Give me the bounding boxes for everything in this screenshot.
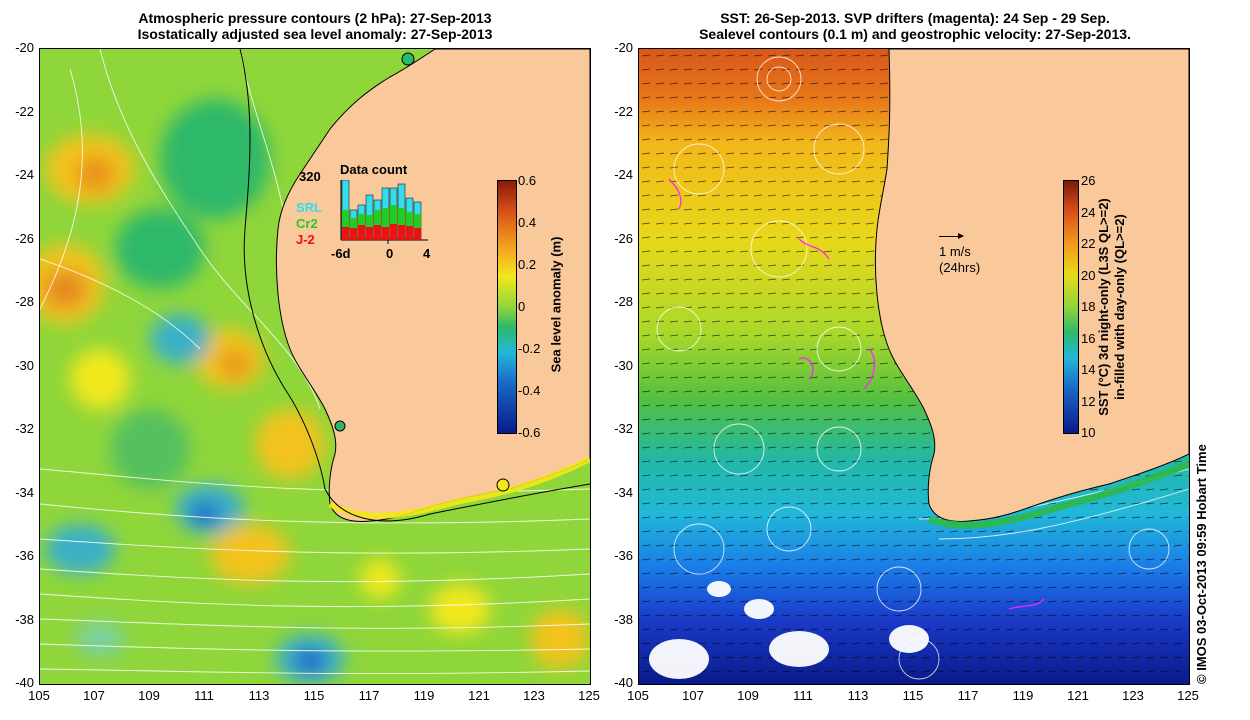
inset-ymax: 320 [299,169,321,184]
right-y-tick: -34 [614,484,633,500]
right-cb-tick-3: 20 [1081,268,1096,283]
right-title-line1: SST: 26-Sep-2013. SVP drifters (magenta)… [720,10,1110,26]
right-y-tick: -30 [614,357,633,373]
right-y-tick: -36 [614,548,633,563]
inset-title: Data count [340,162,408,177]
left-x-tick: 123 [523,688,545,703]
pressure-contours [40,49,590,675]
right-cb-label-line2: in-filled with day-only (QL>=2) [1112,214,1127,400]
cloud-mask [649,581,929,679]
right-y-tick: -28 [614,294,633,309]
left-cb-tick-2: 0.2 [518,257,537,272]
right-y-tick: -32 [614,421,633,436]
left-x-tick: 113 [248,688,270,703]
left-x-tick: 111 [194,688,214,703]
histogram-bars [341,180,422,241]
data-count-inset: Data count [338,162,433,257]
left-y-tick: -20 [15,40,34,55]
inset-x-tick-zero: 0 [386,246,394,261]
right-y-tick: -26 [614,230,633,246]
left-x-tick: 119 [413,688,435,703]
right-x-tick: 125 [1177,688,1199,703]
right-x-tick: 117 [957,688,979,703]
right-y-tick: -22 [614,103,633,119]
right-x-tick: 123 [1122,688,1144,703]
imos-credit: © IMOS 03-Oct-2013 09:59 Hobart Time [1194,444,1209,684]
left-map-panel [39,48,591,685]
sea-level-anomaly-map [40,49,590,684]
left-y-tick: -38 [15,611,34,627]
right-colorbar-label: SST (°C) 3d night-only (L3S QL>=2) in-fi… [1096,197,1130,417]
left-y-tick: -22 [15,103,34,119]
inset-legend-cr2: Cr2 [296,216,318,231]
left-cb-tick-3: 0 [518,299,526,314]
left-cb-tick-6: -0.6 [518,425,541,440]
left-title-line2: Isostatically adjusted sea level anomaly… [137,26,493,42]
left-y-tick: -26 [15,230,34,246]
left-cb-tick-1: 0.4 [518,215,537,230]
right-y-tick: -24 [614,167,633,182]
left-colorbar-label: Sea level anomaly (m) [548,236,564,373]
left-cb-tick-4: -0.2 [518,341,541,356]
velocity-scale-arrow [939,236,963,237]
right-cb-tick-7: 12 [1081,394,1096,409]
inset-x-tick-start: -6d [331,246,351,261]
left-x-tick: 109 [138,688,160,703]
data-count-histogram [340,180,428,244]
left-x-tick: 115 [303,688,325,703]
left-y-tick: -40 [15,675,34,690]
right-x-tick: 111 [793,688,813,703]
right-title-line2: Sealevel contours (0.1 m) and geostrophi… [699,26,1131,42]
right-cb-tick-4: 18 [1081,299,1096,314]
right-y-tick: -20 [614,40,633,55]
right-x-tick: 119 [1012,688,1034,703]
svp-drifters [668,178,1045,610]
left-y-tick: -32 [15,421,34,436]
right-y-tick: -38 [614,611,633,627]
right-cb-tick-1: 24 [1081,205,1096,220]
left-colorbar [497,180,517,434]
left-x-tick: 105 [28,688,50,703]
right-cb-tick-2: 22 [1081,236,1096,251]
velocity-scale-label: 1 m/s [939,244,971,259]
inset-x-tick-end: 4 [423,246,431,261]
right-cb-tick-0: 26 [1081,173,1096,188]
left-title: Atmospheric pressure contours (2 hPa): 2… [40,10,590,42]
inset-legend-j2: J-2 [296,232,315,247]
right-y-tick: -40 [614,675,633,690]
land-australia-right [875,49,1189,522]
right-x-tick: 107 [682,688,704,703]
left-y-tick: -24 [15,167,34,182]
left-x-tick: 117 [358,688,380,703]
right-x-tick: 109 [737,688,759,703]
left-title-line1: Atmospheric pressure contours (2 hPa): 2… [138,10,492,26]
sst-map [639,49,1189,684]
right-x-tick: 105 [627,688,649,703]
right-x-tick: 113 [847,688,869,703]
left-cb-tick-5: -0.4 [518,383,541,398]
right-x-tick: 121 [1067,688,1089,703]
right-x-tick: 115 [902,688,924,703]
inset-legend-srl: SRL [296,200,322,215]
left-x-tick: 125 [578,688,600,703]
left-y-tick: -36 [15,548,34,563]
left-x-tick: 107 [83,688,105,703]
velocity-scale-sub: (24hrs) [939,260,981,275]
left-cb-tick-0: 0.6 [518,173,537,188]
right-title: SST: 26-Sep-2013. SVP drifters (magenta)… [640,10,1190,42]
right-map-panel [638,48,1190,685]
right-colorbar [1063,180,1079,434]
right-cb-tick-5: 16 [1081,331,1096,346]
left-y-tick: -30 [15,357,34,373]
right-cb-tick-8: 10 [1081,425,1096,440]
left-y-tick: -28 [15,294,34,309]
right-cb-tick-6: 14 [1081,362,1096,377]
right-cb-label-line1: SST (°C) 3d night-only (L3S QL>=2) [1096,198,1111,416]
left-x-tick: 121 [468,688,490,703]
left-y-tick: -34 [15,484,34,500]
velocity-arrow-head-icon [958,233,964,239]
